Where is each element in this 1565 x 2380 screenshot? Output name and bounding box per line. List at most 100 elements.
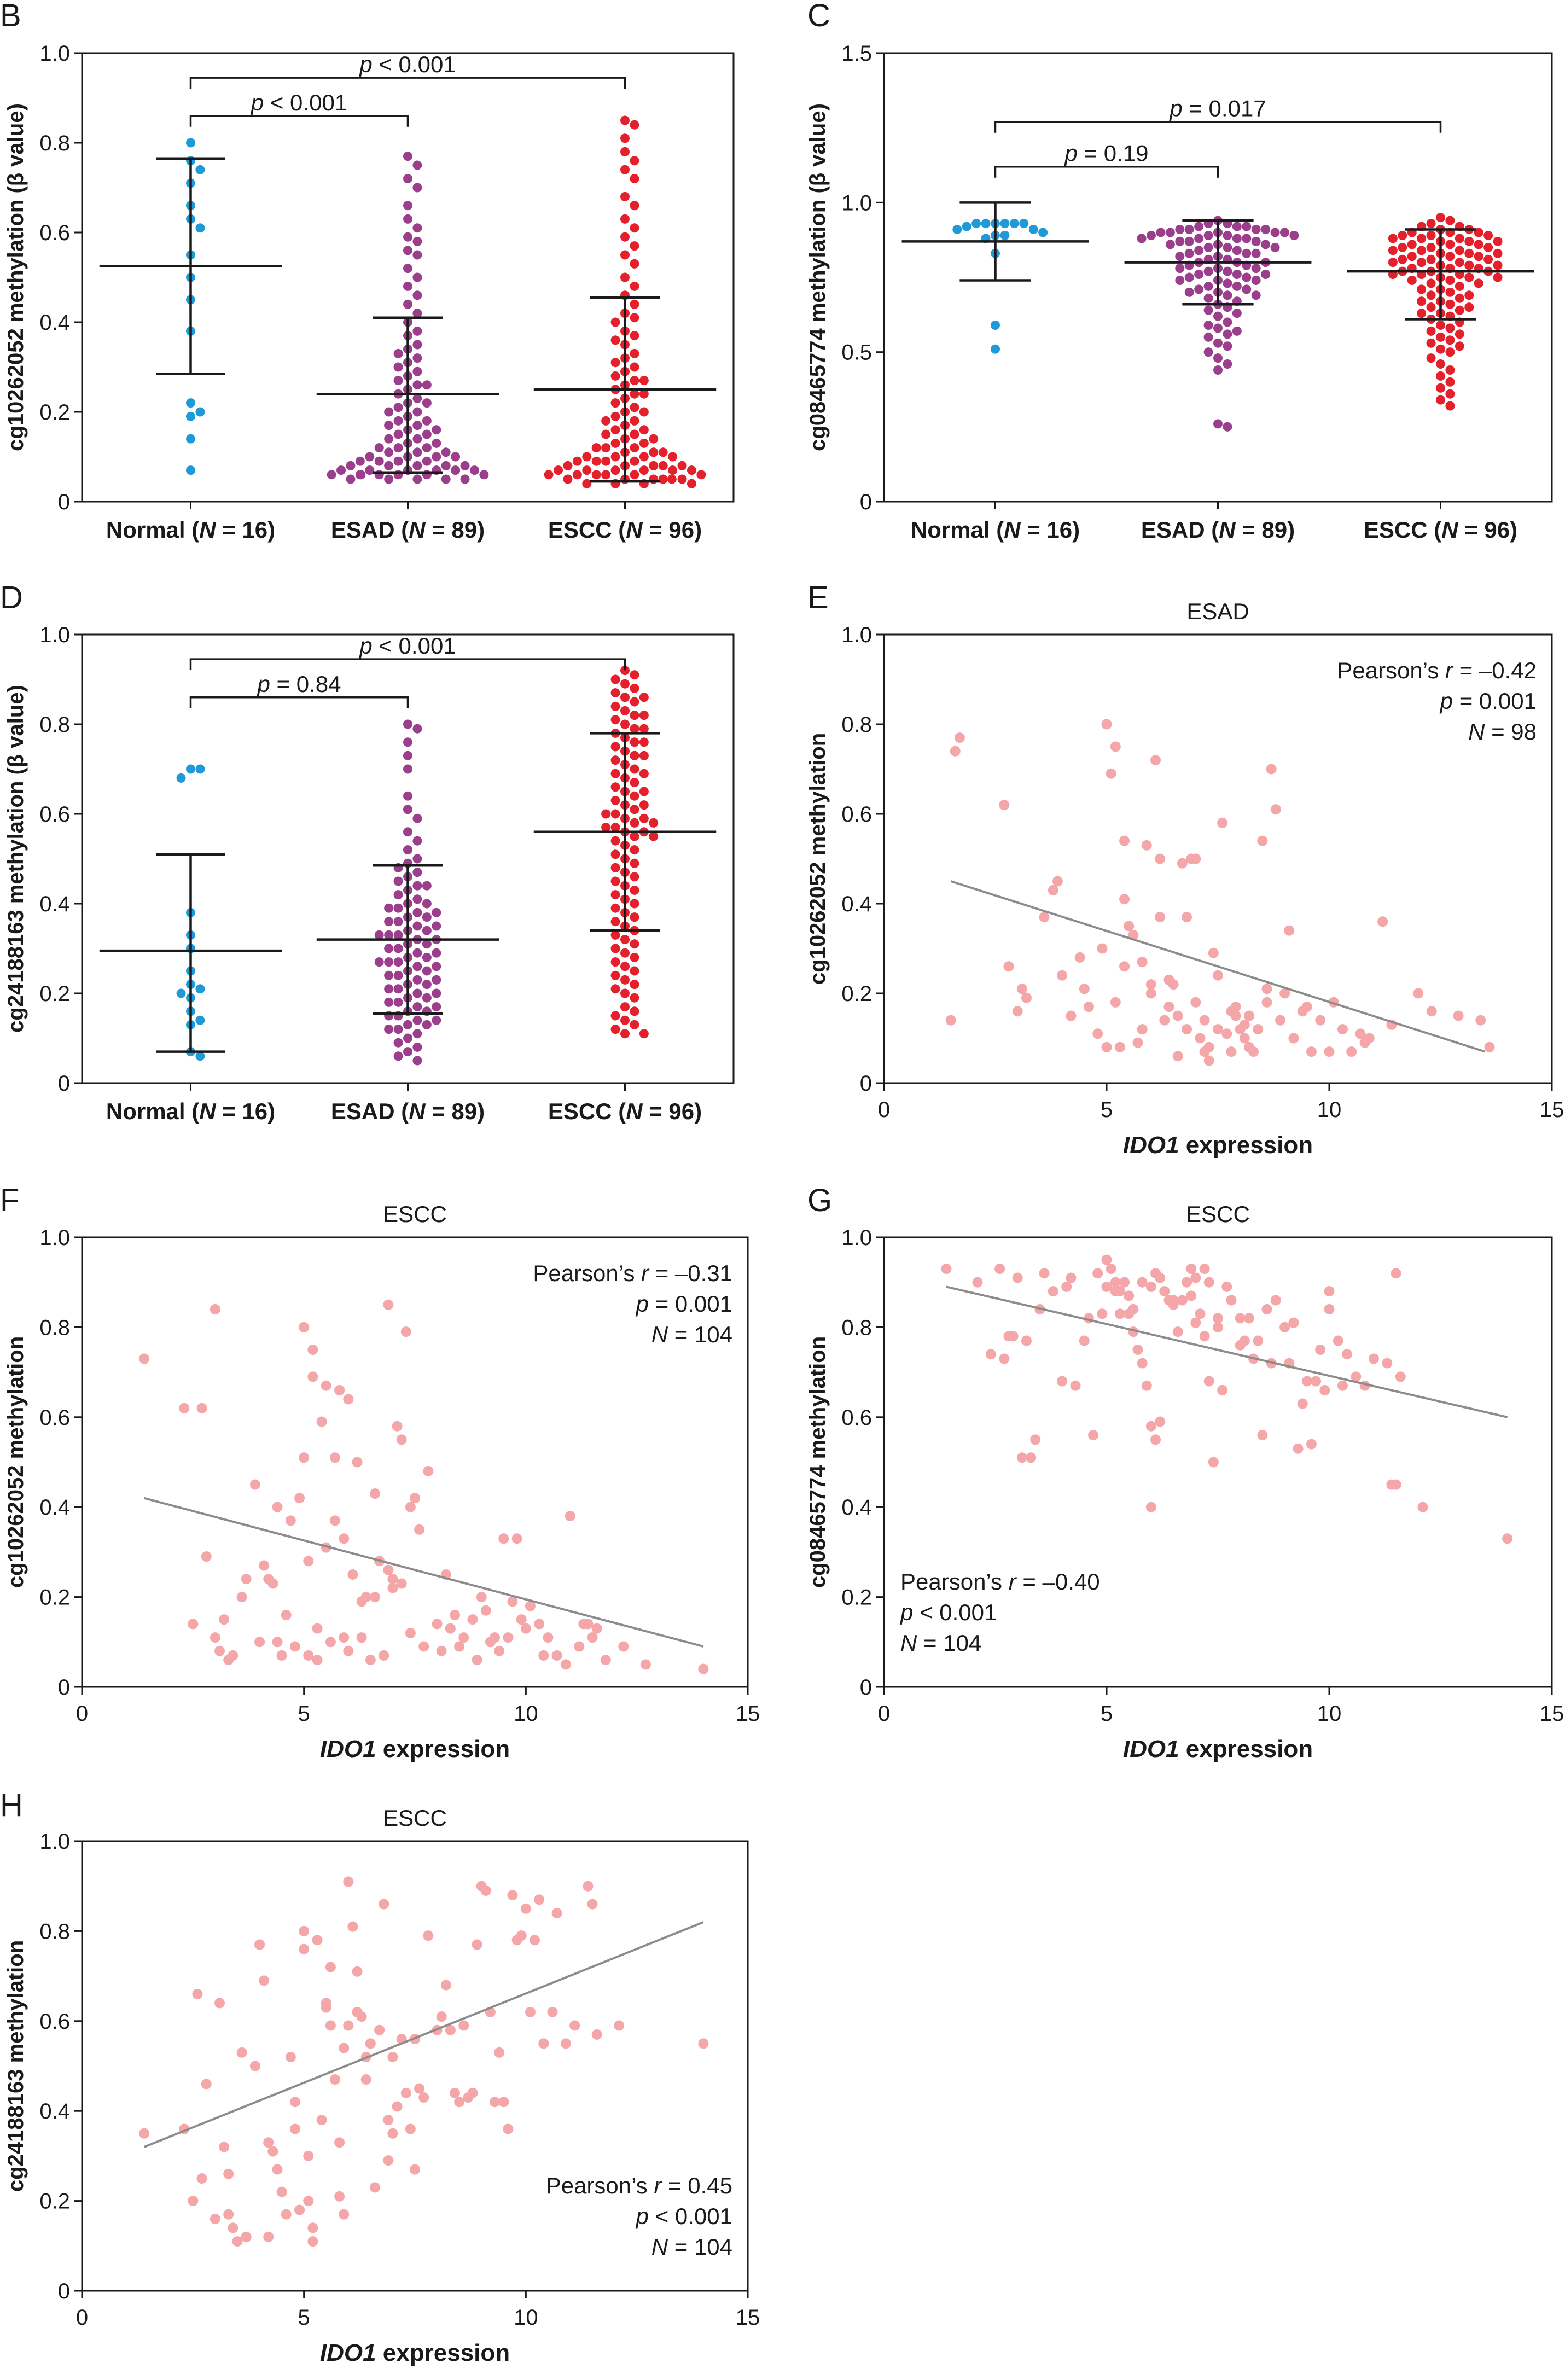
data-point — [403, 1020, 412, 1029]
data-point — [219, 2142, 230, 2152]
data-point — [1195, 1308, 1206, 1319]
sample-size: N = 98 — [1468, 719, 1537, 744]
data-point — [630, 791, 639, 801]
data-point — [1483, 230, 1493, 240]
data-point — [1141, 840, 1152, 851]
data-point — [316, 2115, 327, 2126]
y-tick-label: 0 — [58, 1072, 70, 1096]
data-point — [551, 1908, 562, 1919]
data-point — [343, 1876, 354, 1887]
data-point — [451, 452, 461, 462]
data-point — [374, 2024, 385, 2035]
data-point — [494, 1645, 505, 1656]
data-point — [346, 474, 356, 484]
data-point — [1417, 258, 1427, 267]
data-point — [1088, 1430, 1099, 1441]
data-point — [1128, 1304, 1139, 1315]
data-point — [991, 320, 1000, 330]
data-point — [507, 1890, 518, 1901]
data-point — [1213, 1313, 1223, 1324]
data-point — [384, 917, 394, 927]
data-point — [1426, 326, 1436, 336]
data-point — [312, 1935, 323, 1946]
x-tick-label: 5 — [1101, 1098, 1113, 1122]
data-point — [1048, 1286, 1058, 1297]
data-point — [432, 438, 441, 448]
panel-f: F 0 0.2 0.4 0.6 0.8 1.0 cg10262052 methylation E… — [0, 1183, 760, 1762]
data-point — [219, 1614, 230, 1625]
data-point — [630, 858, 639, 868]
data-point — [610, 452, 620, 462]
data-point — [630, 416, 639, 426]
data-point — [223, 2209, 234, 2220]
data-point — [458, 2020, 469, 2031]
data-point — [1324, 1286, 1335, 1297]
data-point — [1232, 309, 1242, 318]
data-point — [1223, 230, 1232, 240]
data-point — [1223, 242, 1232, 252]
data-point — [639, 425, 649, 435]
data-point — [1242, 272, 1252, 282]
data-point — [1368, 1353, 1379, 1364]
data-point — [591, 1623, 602, 1634]
data-point — [412, 353, 422, 363]
data-point — [587, 1632, 598, 1643]
data-point — [620, 706, 630, 715]
category-label: ESCC (N = 96) — [1364, 517, 1517, 543]
data-point — [1426, 254, 1436, 264]
data-point — [210, 2213, 220, 2224]
data-point — [639, 693, 649, 702]
data-point — [1223, 266, 1232, 276]
category-label: ESCC (N = 96) — [548, 1098, 702, 1124]
data-point — [620, 232, 630, 242]
data-point — [412, 1002, 422, 1012]
data-point — [249, 1479, 260, 1490]
data-point — [1175, 225, 1185, 235]
data-point — [1455, 234, 1464, 243]
data-point — [530, 1935, 540, 1946]
data-point — [412, 962, 422, 971]
data-point — [228, 1650, 238, 1661]
data-point — [591, 470, 601, 480]
data-point — [1253, 1024, 1264, 1035]
data-point — [321, 2002, 331, 2013]
data-point — [1297, 1398, 1308, 1409]
data-point — [630, 362, 639, 372]
y-tick-label: 1.0 — [841, 191, 872, 215]
data-point — [393, 1051, 403, 1061]
data-point — [432, 907, 441, 917]
data-point — [582, 452, 592, 462]
data-point — [210, 1304, 220, 1315]
y-tick-label: 0.2 — [39, 400, 70, 424]
y-tick-label: 1.0 — [39, 42, 70, 66]
data-point — [1464, 272, 1474, 282]
data-point — [649, 818, 659, 828]
data-point — [403, 1033, 412, 1043]
data-point — [1213, 311, 1223, 321]
data-point — [1217, 817, 1228, 828]
data-point — [1445, 365, 1455, 375]
p-value: p < 0.001 — [635, 2203, 732, 2229]
data-point — [1413, 988, 1424, 999]
y-tick-label: 0.4 — [39, 892, 70, 916]
data-point — [1270, 242, 1280, 252]
data-point — [591, 2029, 602, 2040]
data-point — [422, 398, 432, 408]
data-point — [412, 461, 422, 470]
plot-frame — [883, 633, 1553, 1084]
data-point — [1251, 275, 1261, 285]
data-point — [186, 411, 195, 421]
data-point — [1226, 1295, 1237, 1306]
data-point — [1137, 234, 1147, 243]
data-point — [1145, 979, 1156, 990]
data-point — [412, 724, 422, 734]
data-point — [223, 2168, 234, 2179]
data-point — [412, 1042, 422, 1052]
data-point — [412, 836, 422, 846]
data-point — [1137, 1277, 1148, 1288]
data-point — [610, 836, 620, 846]
data-point — [677, 461, 687, 470]
data-point — [393, 917, 403, 927]
data-point — [412, 393, 422, 403]
data-point — [1407, 252, 1417, 261]
